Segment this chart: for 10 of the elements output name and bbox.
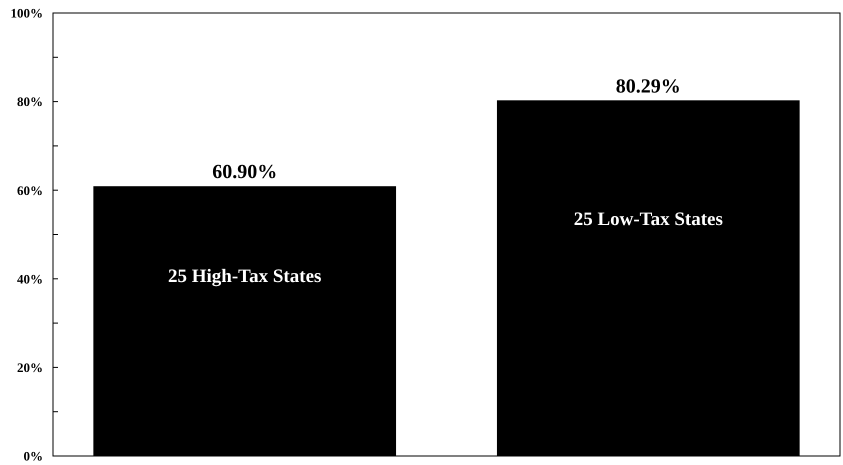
x-tick-label: 25 Low-Tax States <box>574 208 723 230</box>
y-tick-label: 80% <box>17 94 43 110</box>
y-tick-label: 20% <box>17 360 43 375</box>
data-label: 60.90% <box>212 161 278 184</box>
data-label: 80.29% <box>616 75 681 98</box>
y-tick-label: 100% <box>10 6 43 21</box>
y-tick-label: 0% <box>24 448 43 464</box>
y-tick-label: 60% <box>17 182 43 198</box>
x-tick-label: 25 High-Tax States <box>168 266 322 288</box>
y-tick-label: 40% <box>17 271 43 286</box>
